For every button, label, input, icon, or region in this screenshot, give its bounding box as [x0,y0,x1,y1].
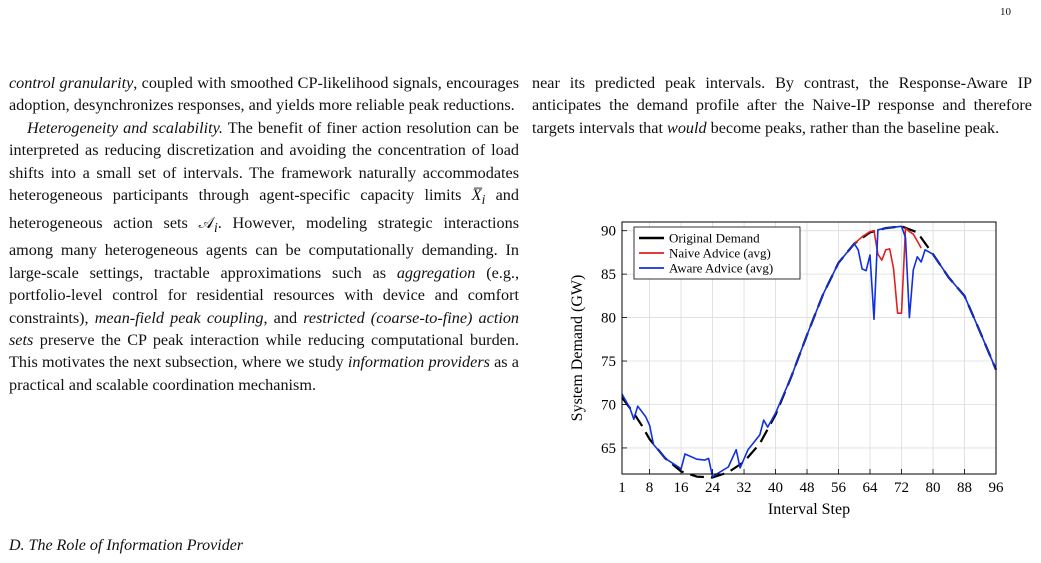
y-tick-label: 65 [601,441,616,457]
text-segment: i [481,192,486,208]
text-segment: as a practical and scalable coordination… [9,353,519,394]
x-tick-label: 80 [926,480,941,496]
text-segment: aggregation [396,263,476,282]
x-tick-label: 96 [989,480,1005,496]
x-tick-label: 72 [894,480,909,496]
text-segment: become peaks, rather than the baseline p… [706,118,1000,137]
y-tick-label: 70 [601,397,616,413]
text-segment: control granularity [9,74,134,92]
text-segment: , coupled with smoothed CP-likelihood si… [9,74,519,115]
paragraph-control-granularity: control granularity, coupled with smooth… [9,72,519,117]
x-tick-label: 24 [705,480,721,496]
demand-line-chart: 1 8 16 24 32 40 48 56 64 72 80 88 96 65 70 75 80 85 90 Int… [569,221,1004,518]
x-tick-label: 1 [618,480,626,496]
x-tick-label: 40 [768,480,783,496]
series-line [621,225,997,478]
text-segment: i [213,219,218,235]
chart-series [621,225,998,479]
section-heading: D. The Role of Information Provider [9,537,244,554]
y-tick-label: 85 [601,267,616,283]
right-column: near its predicted peak intervals. By co… [532,72,1032,139]
series-line [853,227,922,314]
text-segment: would [667,118,707,137]
chart-ticks: 1 8 16 24 32 40 48 56 64 72 80 88 96 65 70 75 80 85 90 [601,224,1004,496]
text-segment: (e.g., portfolio-level control for resid… [9,263,520,327]
legend-label: Naive Advice (avg) [669,246,771,261]
x-tick-label: 48 [800,480,815,496]
x-tick-label: 64 [863,480,879,496]
text-segment: restricted (coarse-to-fine) action sets [9,308,520,349]
chart-plot-frame [621,221,997,475]
x-tick-label: 32 [737,480,752,496]
page-number: 10 [1000,6,1011,18]
text-segment: and heterogeneous action sets [9,186,519,232]
text-segment: near its predicted peak intervals. By co… [532,74,1032,137]
paragraph-response-aware: near its predicted peak intervals. By co… [532,72,1032,139]
text-segment: X̅ [471,186,482,205]
x-tick-label: 56 [831,480,847,496]
legend-label: Aware Advice (avg) [669,261,773,276]
text-segment: Heterogeneity and scalability. [27,118,223,137]
y-tick-label: 90 [601,224,616,240]
text-segment: 𝒜 [198,213,214,232]
text-segment: The benefit of finer action resolution c… [9,118,519,205]
x-tick-label: 8 [646,480,654,496]
y-tick-label: 80 [601,311,616,327]
left-column: control granularity, coupled with smooth… [9,72,519,396]
x-tick-label: 88 [957,480,972,496]
chart-x-axis-label: Interval Step [768,501,850,518]
legend-label: Original Demand [669,231,760,246]
text-segment: , and [263,308,304,327]
chart-y-axis-label: System Demand (GW) [569,275,586,422]
text-segment: preserve the CP peak interaction while r… [9,330,519,372]
text-segment: mean-field peak coupling [94,308,264,327]
paragraph-heterogeneity: Heterogeneity and scalability. The benef… [9,117,519,396]
text-segment: . However, modeling strategic interactio… [9,213,520,282]
y-tick-label: 75 [601,354,616,370]
x-tick-label: 16 [674,480,690,496]
text-segment: information providers [347,353,490,372]
